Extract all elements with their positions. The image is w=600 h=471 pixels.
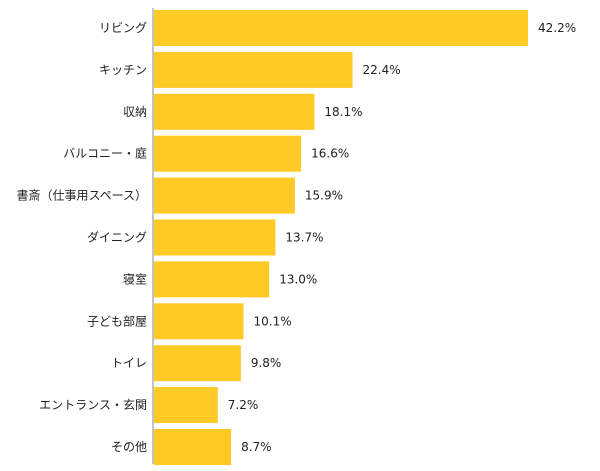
value-label: 10.1%: [254, 314, 292, 328]
value-label: 13.0%: [279, 272, 317, 286]
bar: [154, 51, 353, 88]
bar: [154, 219, 276, 256]
category-label: その他: [111, 440, 147, 454]
bar: [154, 387, 218, 424]
bar: [154, 303, 244, 340]
bar: [154, 135, 302, 172]
bar: [154, 10, 528, 46]
category-label: 子ども部屋: [87, 313, 147, 328]
bar: [154, 93, 315, 130]
category-label: 収納: [123, 105, 147, 119]
bar: [154, 345, 241, 382]
category-label: ダイニング: [87, 230, 147, 245]
bar: [154, 261, 270, 298]
value-label: 13.7%: [285, 231, 323, 245]
value-label: 16.6%: [311, 147, 349, 161]
category-label: 寝室: [123, 271, 147, 286]
value-label: 42.2%: [538, 21, 576, 35]
value-label: 8.7%: [241, 440, 271, 454]
value-label: 22.4%: [363, 63, 401, 77]
category-label: 書斎（仕事用スペース）: [16, 188, 147, 203]
value-label: 15.9%: [305, 189, 343, 203]
category-label: バルコニー・庭: [63, 146, 147, 161]
category-label: キッチン: [99, 63, 147, 77]
category-label: エントランス・玄関: [39, 397, 147, 412]
value-labels-group: 42.2% 22.4% 18.1% 16.6% 15.9% 13.7% 13.0% 10.1%…: [228, 21, 576, 454]
bar: [154, 429, 232, 465]
category-label: トイレ: [111, 356, 147, 370]
bars-group: [154, 10, 528, 465]
category-label: リビング: [99, 21, 147, 35]
bar: [154, 177, 295, 214]
value-label: 7.2%: [228, 398, 259, 412]
value-label: 9.8%: [251, 356, 282, 370]
value-label: 18.1%: [324, 105, 362, 119]
